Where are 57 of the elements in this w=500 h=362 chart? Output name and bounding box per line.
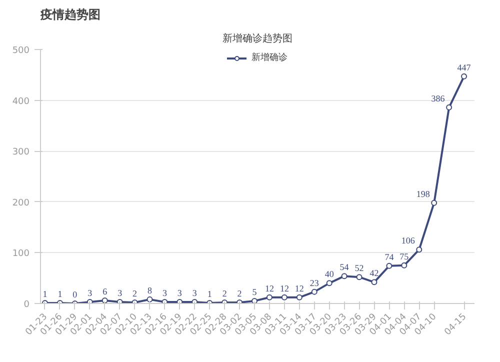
point: [311, 288, 318, 295]
legend-label: 新增确诊: [252, 52, 288, 64]
data-label: 3: [118, 288, 123, 298]
data-label: 3: [192, 288, 198, 298]
data-label: 1: [207, 288, 212, 299]
data-label: 1: [58, 288, 62, 299]
point: [461, 73, 468, 80]
point: [326, 280, 332, 286]
data-label: 12: [280, 283, 289, 294]
point: [146, 296, 153, 302]
data-label: 5: [252, 286, 258, 297]
point: [431, 200, 438, 206]
data-label: 2: [222, 288, 227, 298]
data-label: 12: [264, 283, 274, 294]
point: [266, 294, 272, 300]
chart-title: 疫情趋势图: [40, 8, 100, 22]
data-label: 0: [72, 290, 78, 300]
data-label: 198: [416, 188, 430, 199]
point: [371, 279, 378, 286]
data-label: 3: [162, 288, 168, 298]
point: [341, 273, 348, 280]
data-label: 2: [237, 288, 242, 298]
point: [252, 298, 258, 304]
point: [192, 298, 198, 304]
y-tick-label: 200: [12, 198, 30, 208]
point: [296, 294, 302, 300]
point: [102, 297, 108, 304]
y-tick-label: 300: [12, 148, 30, 158]
data-label: 3: [88, 288, 93, 298]
point: [446, 104, 452, 110]
point: [416, 246, 422, 253]
chart-subtitle: 新增确诊趋势图: [222, 32, 292, 44]
data-label: 75: [400, 251, 410, 262]
point: [281, 294, 288, 300]
y-tick-label: 400: [12, 96, 30, 107]
y-tick-label: 500: [12, 46, 30, 56]
data-label: 74: [384, 252, 394, 262]
point: [401, 262, 408, 268]
data-label: 23: [310, 278, 320, 288]
data-label: 106: [401, 236, 416, 246]
point: [386, 262, 392, 269]
data-label: 52: [354, 263, 364, 274]
data-label: 6: [102, 286, 108, 296]
data-label: 386: [431, 93, 446, 104]
data-label: 12: [294, 283, 304, 294]
data-label: 8: [148, 285, 152, 296]
point: [356, 274, 362, 280]
data-label: 42: [370, 268, 379, 278]
data-label: 3: [177, 288, 182, 298]
point: [86, 298, 93, 304]
data-label: 1: [42, 288, 48, 299]
y-tick-label: 0: [24, 300, 30, 310]
data-label: 54: [340, 262, 350, 272]
data-label: 447: [457, 62, 472, 72]
y-tick-label: 100: [12, 249, 30, 260]
data-label: 40: [324, 269, 334, 280]
data-label: 2: [132, 288, 138, 298]
